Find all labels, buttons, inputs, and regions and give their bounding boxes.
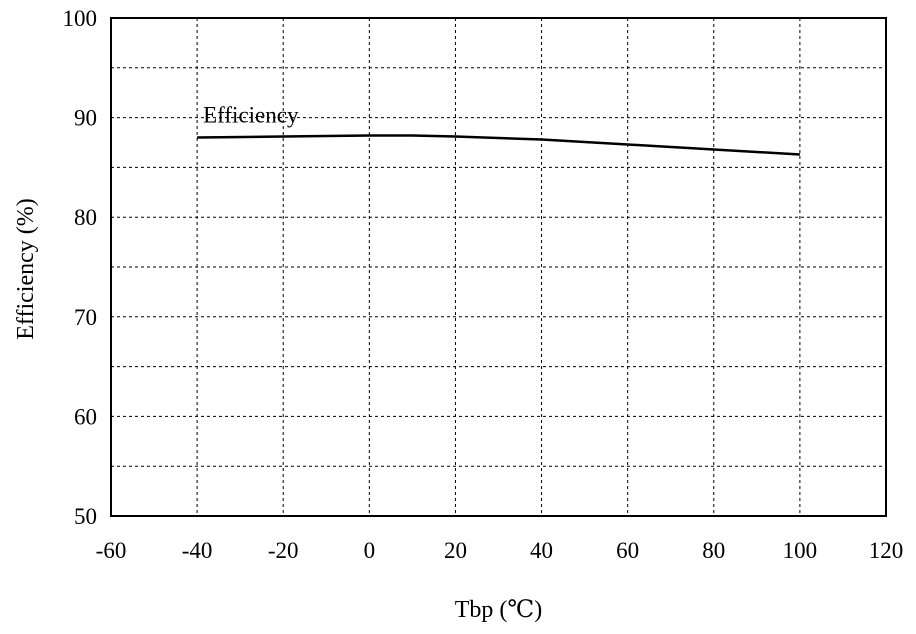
plot-area-frame <box>110 17 887 517</box>
efficiency-series-line <box>197 134 800 156</box>
y-axis-title: Efficiency (%) <box>13 198 39 339</box>
x-tick-label: 120 <box>869 538 904 563</box>
annotation-layer: Efficiency <box>203 103 299 128</box>
x-tick-labels: -60 -40 -20 0 20 40 60 80 100 120 <box>96 538 904 563</box>
y-tick-label: 70 <box>74 305 97 330</box>
y-tick-label: 90 <box>74 106 97 131</box>
x-tick-label: 60 <box>616 538 639 563</box>
y-tick-label: 100 <box>63 6 98 31</box>
x-tick-label: 100 <box>783 538 818 563</box>
x-tick-label: 0 <box>364 538 376 563</box>
grid-lines <box>111 18 886 516</box>
y-tick-label: 80 <box>74 205 97 230</box>
x-axis-title: Tbp (℃) <box>455 597 543 623</box>
series-layer <box>197 134 800 156</box>
x-tick-label: 40 <box>530 538 553 563</box>
y-tick-labels: 50 60 70 80 90 100 <box>63 6 98 529</box>
x-tick-label: 80 <box>702 538 725 563</box>
series-label-efficiency: Efficiency <box>203 103 299 128</box>
y-tick-label: 50 <box>74 504 97 529</box>
x-tick-label: 20 <box>444 538 467 563</box>
x-tick-label: -60 <box>96 538 127 563</box>
x-tick-label: -40 <box>182 538 213 563</box>
y-tick-label: 60 <box>74 404 97 429</box>
x-tick-label: -20 <box>268 538 299 563</box>
